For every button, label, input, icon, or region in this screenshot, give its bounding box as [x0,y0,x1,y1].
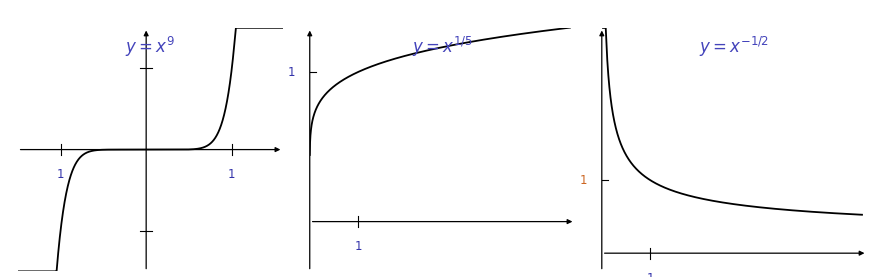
Text: $y = x^9$: $y = x^9$ [126,35,175,59]
Text: $y = x^{1/5}$: $y = x^{1/5}$ [412,35,473,59]
Text: 1: 1 [57,168,65,181]
Text: $y = x^{-1/2}$: $y = x^{-1/2}$ [699,35,770,59]
Text: 1: 1 [580,174,588,186]
Text: 1: 1 [288,66,295,78]
Text: 1: 1 [646,272,654,277]
Text: 1: 1 [228,168,235,181]
Text: 1: 1 [354,240,362,253]
